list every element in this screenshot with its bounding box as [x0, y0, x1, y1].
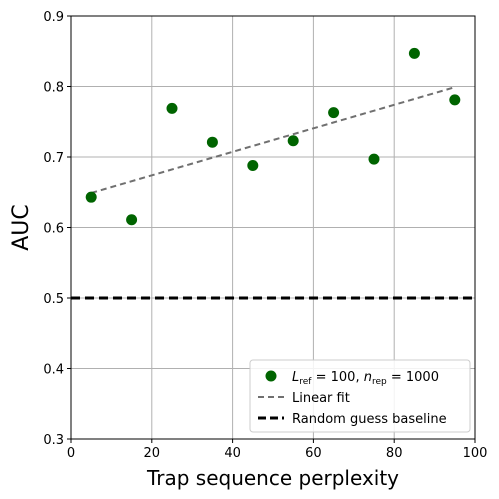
x-tick-label: 0 — [67, 446, 75, 461]
y-axis-title: AUC — [9, 204, 34, 251]
y-tick-label: 0.8 — [43, 81, 64, 96]
scatter-point — [368, 153, 380, 165]
scatter-point — [287, 135, 299, 147]
legend-marker-scatter — [265, 370, 277, 382]
y-tick-label: 0.3 — [43, 433, 64, 448]
scatter-point — [126, 214, 138, 226]
scatter-point — [247, 159, 259, 171]
legend: Lref = 100, nrep = 1000 Linear fit Rando… — [249, 359, 471, 433]
legend-label-baseline: Random guess baseline — [292, 412, 447, 427]
y-tick-label: 0.7 — [43, 151, 64, 166]
legend-label-scatter: Lref = 100, nrep = 1000 — [292, 370, 439, 387]
series-layer — [71, 47, 475, 300]
scatter-point — [449, 94, 461, 106]
scatter-point — [328, 107, 340, 119]
y-tick-label: 0.4 — [43, 363, 64, 378]
linear-fit-line — [90, 86, 456, 194]
scatter-point — [166, 102, 178, 114]
x-tick-label: 100 — [463, 446, 488, 461]
x-tick-label: 60 — [305, 446, 322, 461]
y-tick-label: 0.6 — [43, 222, 64, 237]
tick-layer: 0 20 40 60 80 100 0.3 0.4 0.5 0.6 0.7 0.8 0.9 — [43, 10, 487, 461]
x-tick-label: 80 — [386, 446, 403, 461]
y-tick-label: 0.9 — [43, 10, 64, 25]
legend-box — [249, 359, 471, 433]
legend-label-linear-fit: Linear fit — [292, 391, 350, 406]
x-axis-title: Trap sequence perplexity — [146, 466, 399, 490]
scatter-point — [206, 136, 218, 148]
scatter-point — [85, 191, 97, 203]
scatter-point — [408, 47, 420, 59]
y-tick-label: 0.5 — [43, 292, 64, 307]
x-tick-label: 40 — [224, 446, 241, 461]
x-tick-label: 20 — [144, 446, 161, 461]
